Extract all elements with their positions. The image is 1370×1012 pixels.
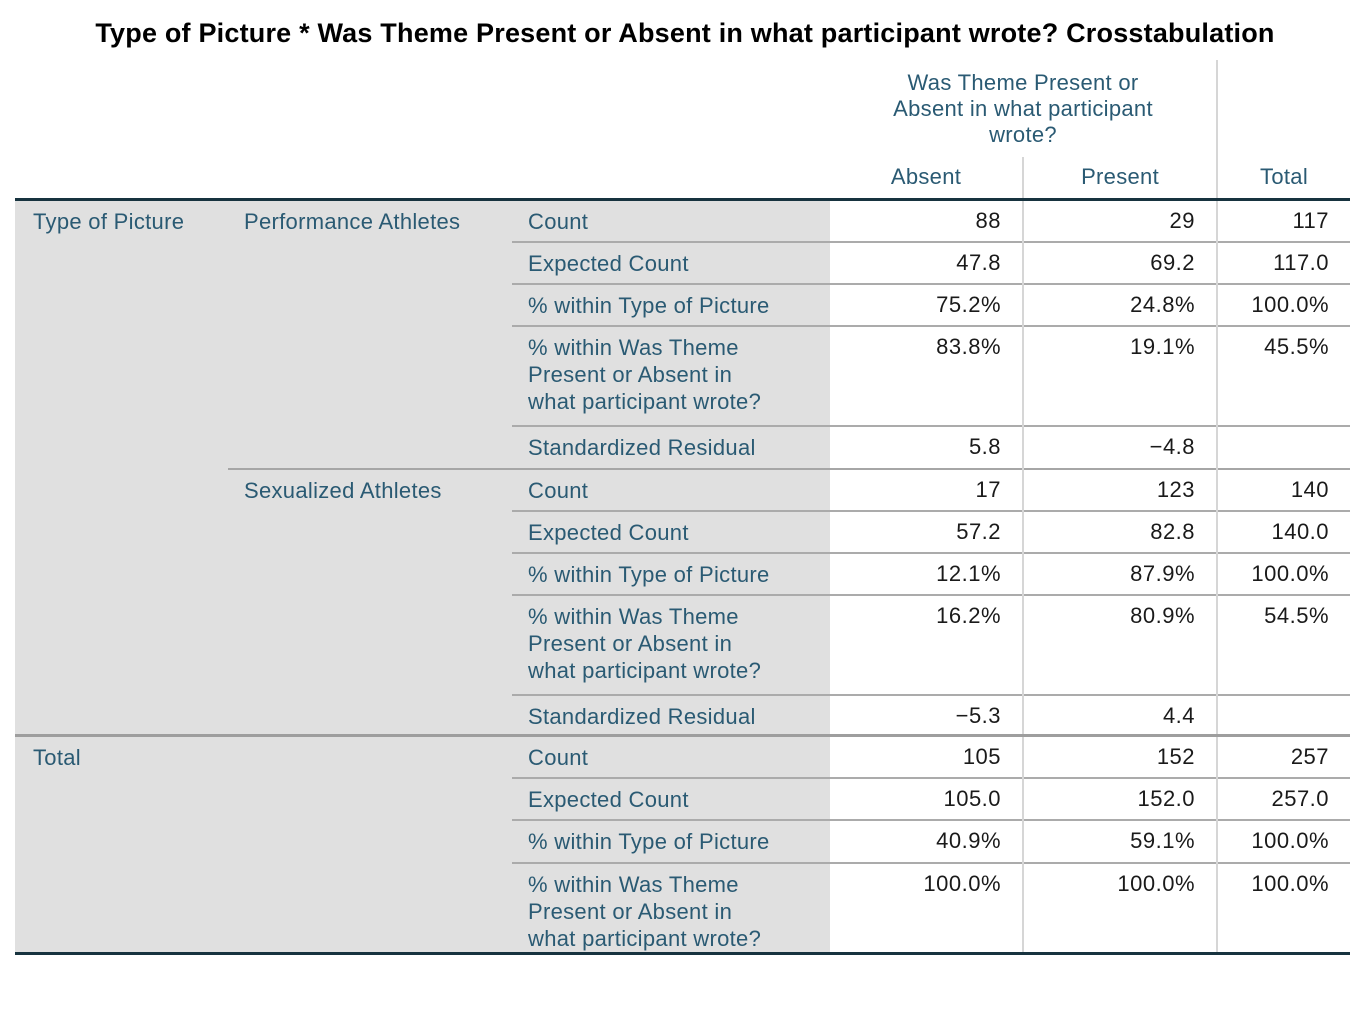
table-row: Expected Count 105.0 152.0 257.0 [15, 777, 1351, 820]
value-cell-total: 117 [1216, 199, 1351, 242]
value-cell-present: 87.9% [1022, 552, 1218, 595]
value-cell-absent: 57.2 [830, 510, 1024, 553]
header-row-span: Was Theme Present or Absent in what part… [15, 60, 1351, 201]
value-cell-total: 45.5% [1216, 325, 1351, 426]
value-cell-present: 152 [1022, 733, 1218, 778]
table-row: % within Type of Picture 40.9% 59.1% 100… [15, 819, 1351, 863]
stat-label-cell: Expected Count [512, 241, 831, 284]
value-cell-absent: −5.3 [830, 694, 1024, 735]
table-row: Sexualized Athletes Count 17 123 140 [15, 468, 1351, 735]
total-column-header-cell: Total [1216, 60, 1351, 201]
table-row: Expected Count 57.2 82.8 140.0 [15, 510, 1351, 553]
stat-label-cell: % within Type of Picture [512, 819, 831, 863]
value-cell-total: 100.0% [1216, 862, 1351, 955]
stat-label-cell: Standardized Residual [512, 425, 831, 469]
stat-label-cell: % within Was Theme Present or Absent in … [512, 325, 831, 426]
table-row: % within Type of Picture 75.2% 24.8% 100… [15, 283, 1351, 326]
value-cell-absent: 105.0 [830, 777, 1024, 820]
table-row: % within Was Theme Present or Absent in … [15, 325, 1351, 426]
value-cell-present: 69.2 [1022, 241, 1218, 284]
value-cell-present: 100.0% [1022, 862, 1218, 955]
column-group-header-label: Was Theme Present or Absent in what part… [893, 70, 1153, 147]
value-cell-total: 257 [1216, 733, 1351, 778]
table-row: Expected Count 47.8 69.2 117.0 [15, 241, 1351, 284]
value-cell-total: 257.0 [1216, 777, 1351, 820]
value-cell-absent: 100.0% [830, 862, 1024, 955]
table-row: % within Was Theme Present or Absent in … [15, 862, 1351, 955]
value-cell-total: 54.5% [1216, 594, 1351, 695]
value-cell-absent: 16.2% [830, 594, 1024, 695]
spss-output-page: Type of Picture * Was Theme Present or A… [15, 18, 1351, 955]
value-cell-total: 140.0 [1216, 510, 1351, 553]
table-row: % within Type of Picture 12.1% 87.9% 100… [15, 552, 1351, 595]
stat-label-cell: % within Was Theme Present or Absent in … [512, 594, 831, 695]
stat-label-cell: % within Type of Picture [512, 552, 831, 595]
table-row: % within Was Theme Present or Absent in … [15, 594, 1351, 695]
header-corner-cell [15, 60, 831, 201]
header-row-categories: Absent Present [15, 157, 1350, 201]
value-cell-absent: 105 [830, 733, 1024, 778]
total-row-label-cell: Total [15, 733, 512, 955]
value-cell-present: 24.8% [1022, 283, 1218, 326]
stat-label: % within Was Theme Present or Absent in … [528, 335, 762, 414]
table-row: Standardized Residual −5.3 4.4 [15, 694, 1351, 735]
value-cell-total [1216, 694, 1351, 735]
value-cell-present: 29 [1022, 199, 1218, 242]
stat-label: % within Was Theme Present or Absent in … [528, 604, 762, 683]
column-header-present: Present [1022, 157, 1218, 201]
table-row: Total Count 105 152 257 [15, 733, 1351, 955]
stat-label-cell: Expected Count [512, 510, 831, 553]
value-cell-present: 80.9% [1022, 594, 1218, 695]
value-cell-absent: 47.8 [830, 241, 1024, 284]
value-cell-absent: 17 [830, 468, 1024, 511]
row-category-cell: Sexualized Athletes [228, 468, 512, 735]
value-cell-absent: 88 [830, 199, 1024, 242]
page-title: Type of Picture * Was Theme Present or A… [95, 18, 1275, 48]
stat-label-cell: Expected Count [512, 777, 831, 820]
stat-label-cell: % within Was Theme Present or Absent in … [512, 862, 831, 955]
value-cell-absent: 40.9% [830, 819, 1024, 863]
stat-label-cell: % within Type of Picture [512, 283, 831, 326]
value-cell-present: 82.8 [1022, 510, 1218, 553]
value-cell-absent: 5.8 [830, 425, 1024, 469]
value-cell-present: 19.1% [1022, 325, 1218, 426]
row-category-cell: Performance Athletes [228, 199, 512, 469]
value-cell-present: 123 [1022, 468, 1218, 511]
value-cell-absent: 12.1% [830, 552, 1024, 595]
value-cell-total: 117.0 [1216, 241, 1351, 284]
column-group-header-cell: Was Theme Present or Absent in what part… [830, 60, 1217, 157]
stat-label: % within Was Theme Present or Absent in … [528, 872, 762, 951]
table-row: Type of Picture Performance Athletes Cou… [15, 199, 1351, 735]
table-header: Was Theme Present or Absent in what part… [15, 60, 1351, 201]
value-cell-absent: 83.8% [830, 325, 1024, 426]
value-cell-present: 59.1% [1022, 819, 1218, 863]
value-cell-present: −4.8 [1022, 425, 1218, 469]
stat-label-cell: Count [512, 199, 831, 242]
value-cell-present: 152.0 [1022, 777, 1218, 820]
column-header-absent: Absent [830, 157, 1024, 201]
stat-label-cell: Count [512, 733, 831, 778]
value-cell-total: 100.0% [1216, 283, 1351, 326]
value-cell-total: 140 [1216, 468, 1351, 511]
crosstab-table: Was Theme Present or Absent in what part… [15, 60, 1351, 955]
stat-label-cell: Standardized Residual [512, 694, 831, 735]
value-cell-total: 100.0% [1216, 552, 1351, 595]
table-row: Standardized Residual 5.8 −4.8 [15, 425, 1351, 469]
row-dimension-cell: Type of Picture [15, 199, 228, 735]
value-cell-total [1216, 425, 1351, 469]
value-cell-total: 100.0% [1216, 819, 1351, 863]
table-body: Type of Picture Performance Athletes Cou… [15, 199, 1351, 955]
stat-label-cell: Count [512, 468, 831, 511]
value-cell-present: 4.4 [1022, 694, 1218, 735]
value-cell-absent: 75.2% [830, 283, 1024, 326]
